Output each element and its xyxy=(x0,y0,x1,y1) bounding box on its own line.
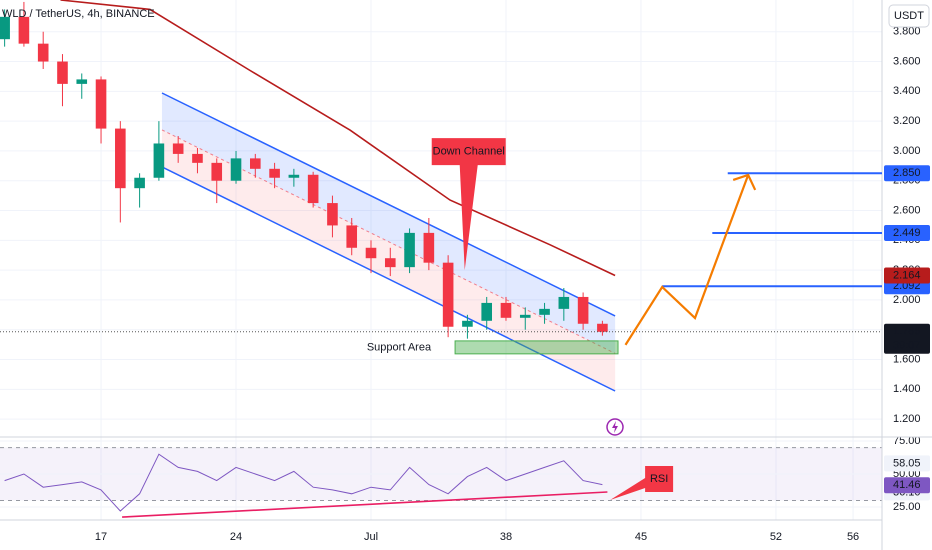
candle-body xyxy=(95,79,107,129)
candle-body xyxy=(288,174,300,178)
channel-upper-fill xyxy=(161,92,616,354)
y-tick-label: 3.400 xyxy=(893,85,921,97)
candle-body xyxy=(18,16,30,44)
ma-label-text: 2.164 xyxy=(893,269,921,281)
level-label-text: 2.449 xyxy=(893,227,921,239)
level-label-box xyxy=(884,225,930,242)
candle-body xyxy=(250,158,261,169)
candle-body xyxy=(115,128,126,189)
lightning-glyph xyxy=(612,421,618,433)
y-tick-label: 3.600 xyxy=(893,55,921,67)
callout-shape xyxy=(610,466,674,501)
y-tick-label: 1.600 xyxy=(893,353,921,365)
candle-body xyxy=(37,43,49,62)
candle-body xyxy=(230,158,242,181)
x-tick-label: 45 xyxy=(635,531,647,543)
y-tick-label: 1.400 xyxy=(893,383,921,395)
candle-body xyxy=(211,162,223,181)
callout: RSI xyxy=(610,466,674,501)
x-tick-label: Jul xyxy=(364,531,378,543)
y-tick-label: 2.600 xyxy=(893,204,921,216)
channel-upper xyxy=(161,92,616,317)
projection-path xyxy=(624,174,750,346)
current-price-text: 1.786 xyxy=(893,326,921,338)
candle-body xyxy=(134,177,145,189)
rsi-last-box xyxy=(884,477,930,494)
candle-body xyxy=(519,314,531,318)
candle-body xyxy=(0,16,10,40)
candle-body xyxy=(172,143,184,154)
candle-body xyxy=(365,247,377,259)
candle-body xyxy=(597,323,608,332)
level-label-text: 2.850 xyxy=(893,167,921,179)
currency-text: USDT xyxy=(894,10,924,22)
callout: Down Channel xyxy=(431,138,506,271)
projection-arrowhead xyxy=(732,173,757,191)
candle-body xyxy=(192,153,203,163)
y-tick-label: 3.200 xyxy=(893,115,921,127)
moving-average xyxy=(60,0,616,277)
x-tick-label: 24 xyxy=(230,531,242,543)
candle-body xyxy=(500,302,512,318)
candle-body xyxy=(423,232,435,263)
currency-button[interactable] xyxy=(888,4,930,28)
candle-body xyxy=(384,258,396,268)
x-tick-label: 38 xyxy=(500,531,512,543)
candle-body xyxy=(442,262,454,327)
callout-shape xyxy=(431,138,506,271)
y-tick-label: 2.000 xyxy=(893,294,921,306)
candle-body xyxy=(539,308,550,315)
candle-body xyxy=(76,79,88,84)
rsi-line xyxy=(4,453,603,512)
callout-text: Down Channel xyxy=(433,146,505,158)
rsi-trendline xyxy=(122,491,608,518)
y-tick-label: 3.000 xyxy=(893,145,921,157)
rsi-tick-label: 25.00 xyxy=(893,501,921,513)
candle-body xyxy=(153,143,165,178)
rsi-last-text: 41.46 xyxy=(893,479,921,491)
candle-body xyxy=(462,320,473,327)
candle-body xyxy=(269,168,280,178)
level-label-box xyxy=(884,165,930,182)
rsi-marker-box xyxy=(884,455,930,472)
candle-body xyxy=(307,174,319,204)
candle-body xyxy=(327,203,338,226)
rsi-marker-text: 58.05 xyxy=(893,457,921,469)
callout-text: RSI xyxy=(650,473,668,485)
current-price-box xyxy=(884,323,930,354)
x-tick-label: 17 xyxy=(95,531,107,543)
candle-body xyxy=(404,232,415,268)
countdown-text: 39:07 xyxy=(893,340,921,352)
ma-label-box xyxy=(884,267,930,284)
support-label: Support Area xyxy=(367,341,432,353)
x-tick-label: 52 xyxy=(770,531,782,543)
support-area xyxy=(454,340,619,355)
y-tick-label: 1.200 xyxy=(893,413,921,425)
candle-body xyxy=(558,296,570,309)
rsi-tick-label: 75.00 xyxy=(893,435,921,447)
x-tick-label: 56 xyxy=(847,531,859,543)
candle-body xyxy=(577,296,589,324)
candle-body xyxy=(481,302,493,321)
candle-body xyxy=(57,61,68,84)
y-tick-label: 3.800 xyxy=(893,26,921,38)
candle-body xyxy=(346,225,358,248)
chart-title: WLD / TetherUS, 4h, BINANCE xyxy=(2,8,155,20)
